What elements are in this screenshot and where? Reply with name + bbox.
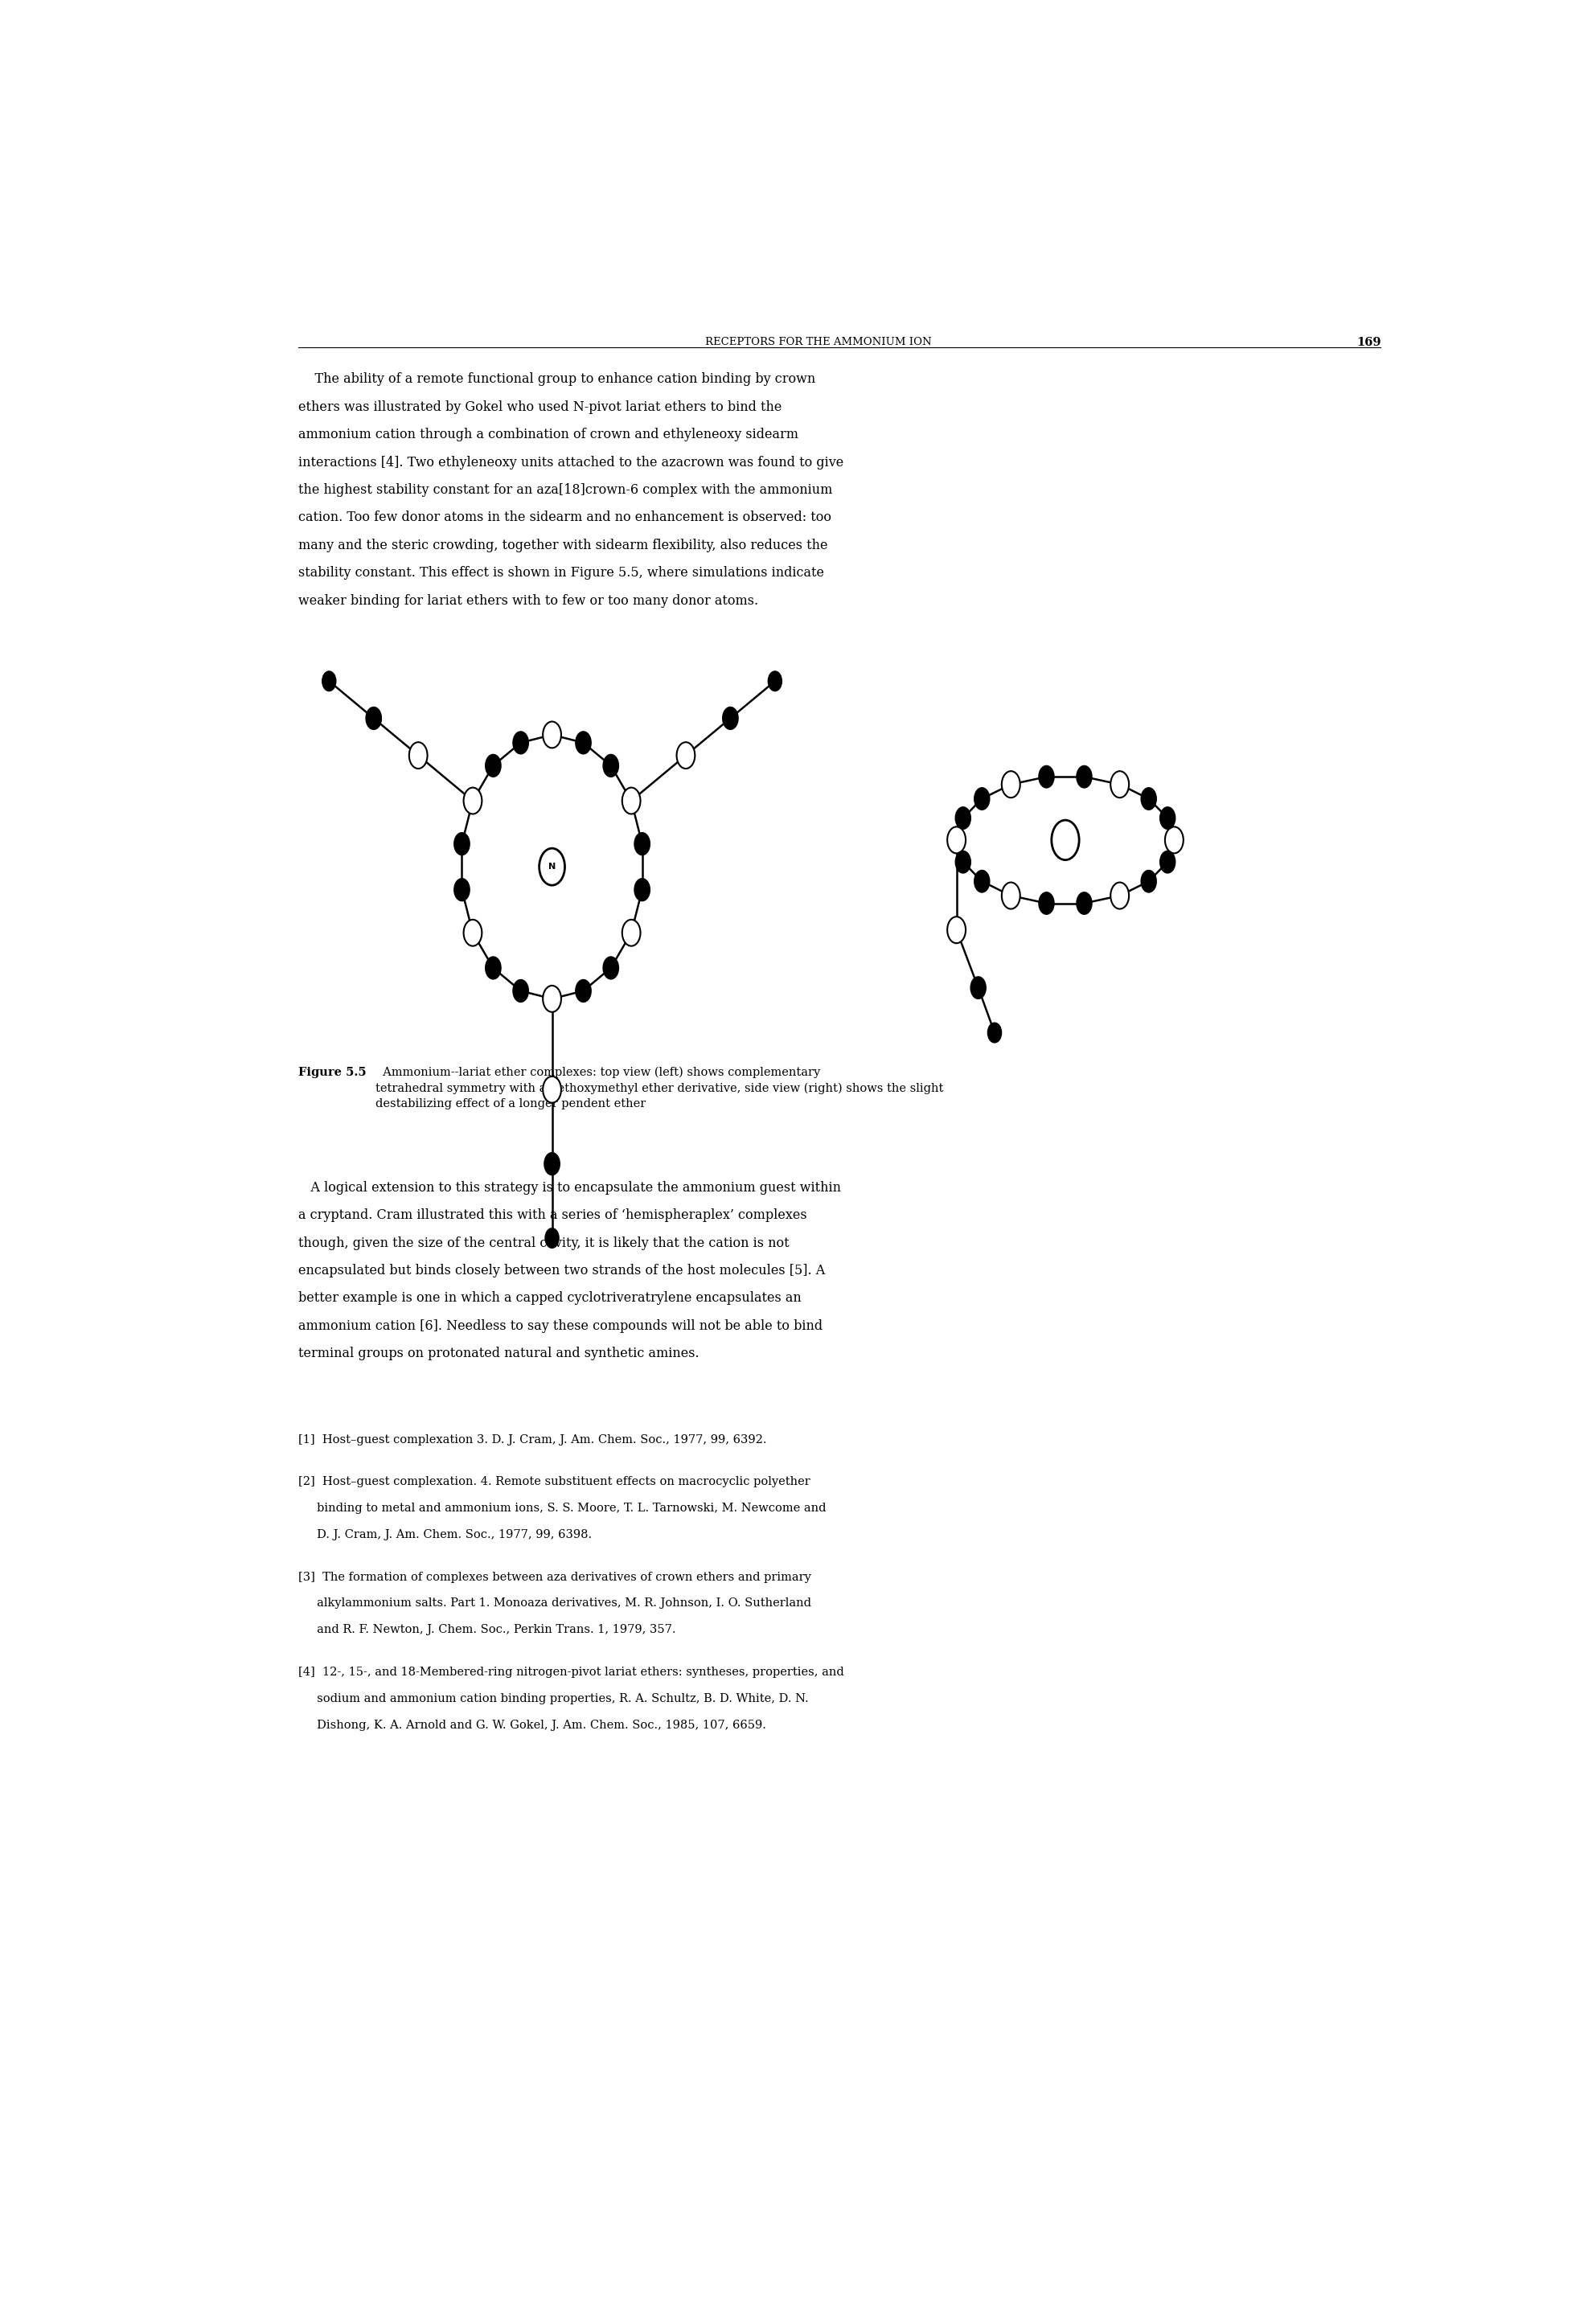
Circle shape [1077, 892, 1092, 915]
Text: Dishong, K. A. Arnold and G. W. Gokel, J. Am. Chem. Soc., 1985, 107, 6659.: Dishong, K. A. Arnold and G. W. Gokel, J… [298, 1719, 766, 1731]
Text: stability constant. This effect is shown in Figure 5.5, where simulations indica: stability constant. This effect is shown… [298, 565, 824, 579]
Circle shape [485, 755, 501, 776]
Circle shape [576, 980, 591, 1001]
Text: though, given the size of the central cavity, it is likely that the cation is no: though, given the size of the central ca… [298, 1235, 790, 1249]
Circle shape [1160, 806, 1175, 829]
Text: 169: 169 [1357, 336, 1381, 348]
Circle shape [1077, 765, 1092, 788]
Circle shape [576, 732, 591, 753]
Text: [3]  The formation of complexes between aza derivatives of crown ethers and prim: [3] The formation of complexes between a… [298, 1571, 811, 1583]
Circle shape [948, 827, 966, 853]
Circle shape [970, 978, 986, 999]
Circle shape [512, 732, 528, 753]
Text: Ammonium--lariat ether complexes: top view (left) shows complementary
tetrahedra: Ammonium--lariat ether complexes: top vi… [375, 1066, 943, 1110]
Circle shape [603, 957, 619, 980]
Text: RECEPTORS FOR THE AMMONIUM ION: RECEPTORS FOR THE AMMONIUM ION [705, 336, 930, 348]
Circle shape [768, 672, 782, 690]
Circle shape [1111, 883, 1128, 908]
Circle shape [974, 871, 990, 892]
Text: ethers was illustrated by Gokel who used N-pivot lariat ethers to bind the: ethers was illustrated by Gokel who used… [298, 401, 782, 415]
Text: ammonium cation [6]. Needless to say these compounds will not be able to bind: ammonium cation [6]. Needless to say the… [298, 1318, 824, 1332]
Text: weaker binding for lariat ethers with to few or too many donor atoms.: weaker binding for lariat ethers with to… [298, 593, 758, 607]
Circle shape [455, 832, 469, 855]
Circle shape [622, 788, 640, 813]
Text: and R. F. Newton, J. Chem. Soc., Perkin Trans. 1, 1979, 357.: and R. F. Newton, J. Chem. Soc., Perkin … [298, 1624, 677, 1636]
Text: Figure 5.5: Figure 5.5 [298, 1066, 367, 1077]
Circle shape [1002, 772, 1020, 797]
Circle shape [463, 788, 482, 813]
Text: many and the steric crowding, together with sidearm flexibility, also reduces th: many and the steric crowding, together w… [298, 538, 828, 551]
Circle shape [622, 920, 640, 945]
Circle shape [512, 980, 528, 1001]
Text: D. J. Cram, J. Am. Chem. Soc., 1977, 99, 6398.: D. J. Cram, J. Am. Chem. Soc., 1977, 99,… [298, 1529, 592, 1541]
Circle shape [365, 707, 381, 730]
Circle shape [988, 1022, 1001, 1043]
Text: the highest stability constant for an aza[18]crown-6 complex with the ammonium: the highest stability constant for an az… [298, 484, 833, 496]
Circle shape [1111, 772, 1128, 797]
Circle shape [543, 985, 562, 1013]
Circle shape [634, 832, 650, 855]
Circle shape [1052, 820, 1079, 860]
Text: The ability of a remote functional group to enhance cation binding by crown: The ability of a remote functional group… [298, 373, 816, 387]
Circle shape [546, 1228, 559, 1249]
Circle shape [974, 788, 990, 811]
Text: sodium and ammonium cation binding properties, R. A. Schultz, B. D. White, D. N.: sodium and ammonium cation binding prope… [298, 1694, 809, 1703]
Circle shape [948, 918, 966, 943]
Text: [1]  Host–guest complexation 3. D. J. Cram, J. Am. Chem. Soc., 1977, 99, 6392.: [1] Host–guest complexation 3. D. J. Cra… [298, 1434, 766, 1446]
Circle shape [455, 878, 469, 901]
Circle shape [677, 741, 694, 769]
Circle shape [322, 672, 335, 690]
Circle shape [956, 850, 970, 874]
Circle shape [1141, 788, 1157, 811]
Circle shape [1165, 827, 1183, 853]
Text: a cryptand. Cram illustrated this with a series of ‘hemispheraplex’ complexes: a cryptand. Cram illustrated this with a… [298, 1209, 808, 1221]
Text: ammonium cation through a combination of crown and ethyleneoxy sidearm: ammonium cation through a combination of… [298, 429, 798, 443]
Circle shape [634, 878, 650, 901]
Circle shape [603, 755, 619, 776]
Circle shape [956, 806, 970, 829]
Circle shape [409, 741, 428, 769]
Text: alkylammonium salts. Part 1. Monoaza derivatives, M. R. Johnson, I. O. Sutherlan: alkylammonium salts. Part 1. Monoaza der… [298, 1599, 811, 1608]
Text: encapsulated but binds closely between two strands of the host molecules [5]. A: encapsulated but binds closely between t… [298, 1263, 825, 1277]
Text: better example is one in which a capped cyclotriveratrylene encapsulates an: better example is one in which a capped … [298, 1291, 801, 1304]
Circle shape [1141, 871, 1157, 892]
Text: N: N [549, 862, 555, 871]
Text: binding to metal and ammonium ions, S. S. Moore, T. L. Tarnowski, M. Newcome and: binding to metal and ammonium ions, S. S… [298, 1504, 827, 1513]
Circle shape [1039, 765, 1053, 788]
Text: [4]  12-, 15-, and 18-Membered-ring nitrogen-pivot lariat ethers: syntheses, pro: [4] 12-, 15-, and 18-Membered-ring nitro… [298, 1666, 844, 1678]
Circle shape [1002, 883, 1020, 908]
Circle shape [723, 707, 737, 730]
Circle shape [1160, 850, 1175, 874]
Circle shape [539, 848, 565, 885]
Circle shape [463, 920, 482, 945]
Circle shape [485, 957, 501, 980]
Circle shape [1039, 892, 1053, 915]
Text: [2]  Host–guest complexation. 4. Remote substituent effects on macrocyclic polye: [2] Host–guest complexation. 4. Remote s… [298, 1476, 811, 1488]
Text: interactions [4]. Two ethyleneoxy units attached to the azacrown was found to gi: interactions [4]. Two ethyleneoxy units … [298, 456, 844, 470]
Text: cation. Too few donor atoms in the sidearm and no enhancement is observed: too: cation. Too few donor atoms in the sidea… [298, 510, 832, 524]
Text: A logical extension to this strategy is to encapsulate the ammonium guest within: A logical extension to this strategy is … [298, 1182, 841, 1196]
Circle shape [544, 1152, 560, 1175]
Circle shape [543, 1077, 562, 1103]
Circle shape [543, 721, 562, 748]
Text: terminal groups on protonated natural and synthetic amines.: terminal groups on protonated natural an… [298, 1346, 699, 1360]
